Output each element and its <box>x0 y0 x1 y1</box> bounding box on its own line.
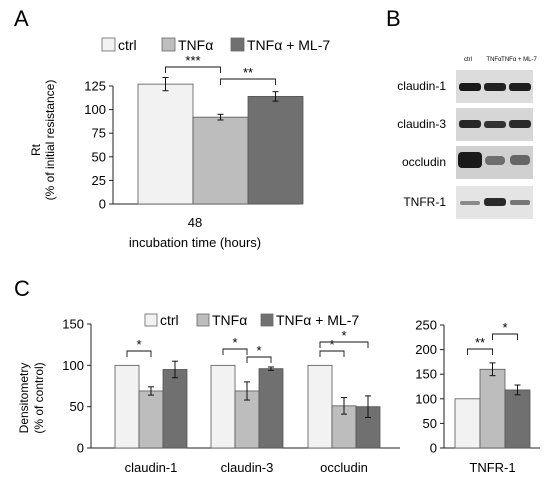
legend-label-ctrl: ctrl <box>118 37 137 53</box>
chart-c2-y-tick-label: 250 <box>415 318 437 333</box>
chart-a-xlabel: incubation time (hours) <box>129 235 261 250</box>
chart-c1-bar-ctrl-2 <box>307 364 333 449</box>
legend-c-swatch-ctrl <box>144 313 158 327</box>
legend-label-ml7: TNFα + ML-7 <box>247 37 330 53</box>
blot-strip-occludin <box>456 146 533 179</box>
chart-c2-y-tick-label: 100 <box>415 391 437 406</box>
chart-c-ylabel-main: Densitometry <box>17 363 31 434</box>
chart-c1-significance-bracket <box>319 350 345 357</box>
chart-a-significance-label: ** <box>243 65 253 80</box>
chart-c1-significance-bracket <box>246 356 272 363</box>
chart-a-significance-bracket <box>220 78 276 85</box>
chart-a-bar-ml7 <box>247 95 304 205</box>
chart-c1-significance-bracket <box>126 350 152 357</box>
chart-a-significance-bracket <box>165 66 221 73</box>
chart-c1-category-label: claudin-3 <box>221 460 274 475</box>
chart-c1-significance-bracket <box>222 348 248 355</box>
chart-c1-significance-label: * <box>136 337 141 352</box>
legend-c-swatch-ml7 <box>260 313 274 327</box>
chart-c2-bar-ctrl <box>454 398 481 449</box>
chart-c2-significance-label: ** <box>475 335 485 350</box>
blot-row-label-claudin-3: claudin-3 <box>397 117 446 131</box>
legend-swatch-ml7 <box>230 37 245 52</box>
chart-a-y-tick-label: 100 <box>84 102 106 117</box>
legend-c-label-ml7: TNFα + ML-7 <box>276 312 359 328</box>
chart-c2-y-tick-label: 150 <box>415 367 437 382</box>
chart-c1-bar-tnf-0 <box>138 390 164 449</box>
chart-c2-y-tick-label: 0 <box>430 441 437 456</box>
chart-a-ylabel-sub: (% of initial resistance) <box>43 80 57 201</box>
chart-c2-significance-bracket <box>492 333 518 340</box>
chart-a-bar-tnf <box>192 116 249 205</box>
chart-c1-y-tick-label: 100 <box>62 358 84 373</box>
chart-c1-y-tick-label: 0 <box>77 441 84 456</box>
blot-row-label-tnfr-1: TNFR-1 <box>403 195 446 209</box>
blot-strip-tnfr-1 <box>456 186 533 219</box>
legend-c-swatch-tnf <box>196 313 210 327</box>
chart-c1: Densitometry (% of control) 0 50 100 150 cla… <box>17 317 400 475</box>
chart-a-y-tick-label: 125 <box>84 79 106 94</box>
chart-c2-significance-bracket <box>467 348 493 355</box>
chart-c1-significance-label: * <box>232 335 237 350</box>
chart-c1-category-label: claudin-1 <box>125 460 178 475</box>
western-blot: ctrl TNFα TNFα + ML-7 claudin-1 claudin-… <box>397 57 537 219</box>
chart-c1-bar-ctrl-1 <box>210 364 236 449</box>
chart-a-y-tick-label: 0 <box>99 197 106 212</box>
chart-a-ylabel-main: Rt <box>29 143 43 156</box>
chart-a-category-label: 48 <box>188 215 202 230</box>
chart-a-y-tick-label: 25 <box>92 173 106 188</box>
chart-c2-bar-ml7 <box>504 389 531 449</box>
chart-c1-y-tick-label: 50 <box>70 399 84 414</box>
chart-c1-bar-ml7-1 <box>258 368 284 449</box>
chart-a-bar-ctrl <box>137 83 194 205</box>
chart-a-y-tick-label: 50 <box>92 149 106 164</box>
panel-label-b: B <box>386 6 401 31</box>
chart-c1-y-tick-label: 150 <box>62 317 84 332</box>
chart-c1-significance-label: * <box>329 337 334 352</box>
panel-label-a: A <box>14 6 29 31</box>
chart-c2-category-label: TNFR-1 <box>469 460 515 475</box>
blot-row-label-claudin-1: claudin-1 <box>397 79 446 93</box>
chart-a-y-tick-label: 75 <box>92 126 106 141</box>
chart-c1-bar-ctrl-0 <box>114 364 140 449</box>
chart-c2-y-tick-label: 50 <box>423 416 437 431</box>
chart-c-legend: ctrl TNFα TNFα + ML-7 <box>144 312 359 328</box>
chart-a: ctrl TNFα TNFα + ML-7 Rt (% of initial r… <box>29 37 330 250</box>
chart-c1-category-label: occludin <box>320 460 368 475</box>
chart-c2-significance-label: * <box>502 320 507 335</box>
chart-c-ylabel-sub: (% of control) <box>32 362 46 433</box>
legend-swatch-tnf <box>161 37 176 52</box>
chart-c1-significance-label: * <box>256 343 261 358</box>
chart-c2-bar-tnf <box>479 368 506 449</box>
chart-c2-y-tick-label: 200 <box>415 342 437 357</box>
legend-swatch-ctrl <box>101 37 116 52</box>
chart-a-legend: ctrl TNFα TNFα + ML-7 <box>101 37 330 53</box>
blot-lane-label-ml7: TNFα + ML-7 <box>501 57 537 63</box>
legend-c-label-ctrl: ctrl <box>160 312 179 328</box>
blot-strip-claudin-1 <box>456 70 533 103</box>
chart-c1-significance-label: * <box>341 328 346 343</box>
legend-c-label-tnf: TNFα <box>212 312 247 328</box>
blot-lane-label-tnf: TNFα <box>486 57 502 63</box>
blot-lane-label-ctrl: ctrl <box>464 57 472 63</box>
blot-strip-claudin-3 <box>456 108 533 141</box>
chart-c1-significance-bracket <box>319 341 369 348</box>
chart-c1-bar-ml7-0 <box>162 369 188 449</box>
chart-c1-plot: 0 50 100 150 claudin-1 claudin-3 occludin * * * * * <box>62 317 400 475</box>
legend-label-tnf: TNFα <box>178 37 213 53</box>
panel-label-c: C <box>14 276 30 301</box>
blot-row-label-occludin: occludin <box>402 155 446 169</box>
chart-a-significance-label: *** <box>185 53 200 68</box>
